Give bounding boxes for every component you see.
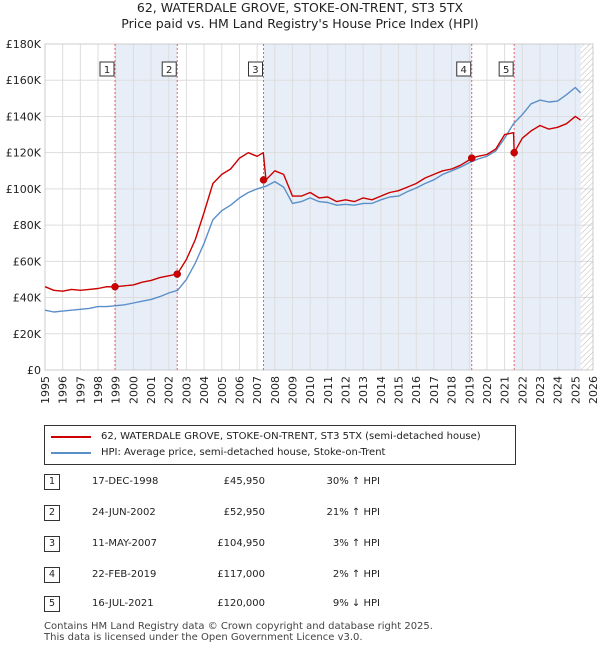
- x-tick-label: 2014: [375, 376, 388, 404]
- x-tick-label: 2017: [428, 376, 441, 404]
- sale-label-box: [99, 61, 115, 77]
- x-tick-label: 2003: [180, 376, 193, 404]
- sale-label-text: 5: [503, 65, 509, 76]
- x-tick-label: 2011: [322, 376, 335, 404]
- x-tick-label: 1999: [110, 376, 123, 404]
- x-tick-label: 2008: [269, 376, 282, 404]
- legend-swatch-hpi: [51, 452, 91, 454]
- ownership-shade: [514, 44, 581, 370]
- y-tick-label: £80K: [13, 219, 42, 232]
- sale-hpi-diff: 21% ↑ HPI: [326, 507, 380, 518]
- x-tick-label: 2013: [357, 376, 370, 404]
- y-tick-label: £20K: [13, 328, 42, 341]
- sale-price: £52,950: [223, 507, 265, 518]
- y-tick-label: £120K: [6, 147, 42, 160]
- sale-row: 2 24-JUN-2002 £52,950 21% ↑ HPI: [0, 504, 600, 522]
- ownership-shade: [263, 44, 472, 370]
- y-tick-label: £180K: [6, 38, 42, 51]
- sale-date: 16-JUL-2021: [92, 598, 154, 609]
- sale-date: 11-MAY-2007: [92, 538, 158, 549]
- legend-label-property: 62, WATERDALE GROVE, STOKE-ON-TRENT, ST3…: [101, 431, 481, 442]
- sale-label-box: [498, 61, 514, 77]
- sale-label-text: 1: [104, 65, 110, 76]
- chart-title: 62, WATERDALE GROVE, STOKE-ON-TRENT, ST3…: [136, 0, 464, 15]
- sale-label-box: [456, 61, 472, 77]
- x-tick-label: 1995: [39, 376, 52, 404]
- sale-price: £45,950: [223, 476, 265, 487]
- x-tick-label: 2024: [552, 376, 565, 404]
- sale-hpi-diff: 3% ↑ HPI: [332, 538, 380, 549]
- x-tick-label: 2009: [286, 376, 299, 404]
- sale-row: 5 16-JUL-2021 £120,000 9% ↓ HPI: [0, 595, 600, 613]
- footer-licence: This data is licensed under the Open Gov…: [44, 632, 363, 643]
- sale-price: £104,950: [217, 538, 265, 549]
- footer-copyright: Contains HM Land Registry data © Crown c…: [44, 621, 433, 632]
- x-tick-label: 2016: [410, 376, 423, 404]
- x-tick-label: 2023: [534, 376, 547, 404]
- y-tick-label: £100K: [6, 183, 42, 196]
- x-tick-label: 2021: [499, 376, 512, 404]
- x-tick-label: 1997: [74, 376, 87, 404]
- y-tick-label: £40K: [13, 292, 42, 305]
- legend: 62, WATERDALE GROVE, STOKE-ON-TRENT, ST3…: [44, 425, 516, 465]
- sale-price: £120,000: [217, 598, 265, 609]
- hpi-line: [44, 86, 582, 313]
- x-tick-label: 1996: [57, 376, 70, 404]
- sale-point: [259, 176, 268, 184]
- sale-point: [510, 148, 518, 157]
- sale-label-text: 4: [461, 65, 467, 76]
- sale-hpi-diff: 9% ↓ HPI: [332, 598, 380, 609]
- sale-label-text: 2: [166, 65, 172, 76]
- x-tick-label: 2022: [516, 376, 529, 404]
- sale-date: 17-DEC-1998: [92, 476, 159, 487]
- x-tick-label: 2004: [198, 376, 211, 404]
- sale-row: 3 11-MAY-2007 £104,950 3% ↑ HPI: [0, 535, 600, 553]
- x-tick-label: 2015: [393, 376, 406, 404]
- ownership-shade: [115, 44, 178, 370]
- sale-number: 4: [44, 567, 60, 583]
- sale-hpi-diff: 30% ↑ HPI: [326, 476, 380, 487]
- sale-number: 3: [44, 536, 60, 552]
- sale-row: 4 22-FEB-2019 £117,000 2% ↑ HPI: [0, 566, 600, 584]
- x-tick-label: 2018: [446, 376, 459, 404]
- x-tick-label: 2012: [340, 376, 353, 404]
- x-tick-label: 2006: [233, 376, 246, 404]
- x-tick-label: 2025: [569, 376, 582, 404]
- x-tick-label: 1998: [92, 376, 105, 404]
- y-tick-label: £160K: [6, 74, 42, 87]
- property-price-line: [44, 115, 582, 292]
- sale-point: [467, 154, 476, 162]
- sale-label-box: [161, 61, 177, 77]
- y-tick-label: £140K: [6, 110, 42, 123]
- x-tick-label: 2005: [216, 376, 229, 404]
- sale-price: £117,000: [217, 569, 265, 580]
- sale-number: 2: [44, 505, 60, 521]
- x-tick-label: 2020: [481, 376, 494, 404]
- sale-number: 5: [44, 596, 60, 612]
- x-tick-label: 2000: [127, 376, 140, 404]
- x-tick-label: 2001: [145, 376, 158, 404]
- y-tick-label: £0: [27, 364, 41, 377]
- legend-swatch-property: [51, 436, 91, 438]
- y-tick-label: £60K: [13, 255, 42, 268]
- sale-point: [111, 283, 119, 291]
- x-tick-label: 2002: [163, 376, 176, 404]
- sale-label-text: 3: [252, 65, 258, 76]
- chart-subtitle: Price paid vs. HM Land Registry's House …: [121, 16, 479, 31]
- price-chart: 1 2 3 4 5 £0 £20K £40K £60K £80K £100K £120K £140K £…: [6, 38, 600, 404]
- legend-label-hpi: HPI: Average price, semi-detached house,…: [101, 447, 386, 458]
- x-tick-label: 2010: [304, 376, 317, 404]
- sale-date: 24-JUN-2002: [92, 507, 156, 518]
- sale-hpi-diff: 2% ↑ HPI: [332, 569, 380, 580]
- sale-label-box: [247, 61, 263, 77]
- x-tick-label: 2026: [587, 376, 600, 404]
- x-tick-label: 2007: [251, 376, 264, 404]
- sale-row: 1 17-DEC-1998 £45,950 30% ↑ HPI: [0, 473, 600, 491]
- x-tick-label: 2019: [463, 376, 476, 404]
- sale-date: 22-FEB-2019: [92, 569, 157, 580]
- sale-point: [173, 270, 181, 278]
- forecast-hatch: [580, 44, 593, 370]
- sale-number: 1: [44, 474, 60, 490]
